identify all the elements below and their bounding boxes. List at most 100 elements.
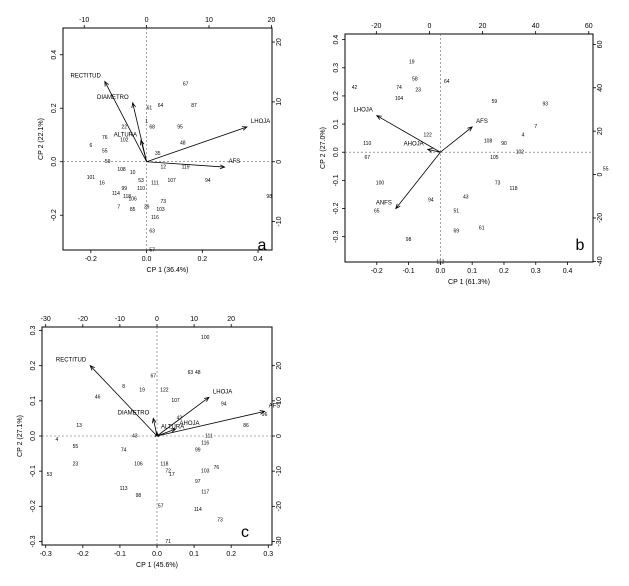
- observation-label: 67: [151, 374, 157, 380]
- observation-label: 23: [73, 461, 79, 467]
- observation-label: 86: [243, 423, 249, 429]
- observation-label: 7: [534, 124, 537, 130]
- variable-label: DIAMETRO: [118, 410, 150, 416]
- y-tick-label: 0.3: [30, 326, 37, 336]
- x-tick-label: -0.2: [371, 268, 383, 275]
- observation-label: 64: [158, 103, 164, 109]
- observation-label: 43: [132, 433, 138, 439]
- right-tick-label: 40: [597, 84, 604, 92]
- variable-label: LHOJA: [213, 389, 232, 395]
- plot-frame: [344, 33, 594, 263]
- observation-label: 23: [415, 88, 421, 94]
- loading-arrow: [156, 410, 265, 437]
- observation-label: 94: [221, 402, 227, 408]
- observation-label: 113: [120, 486, 128, 492]
- observation-label: 108: [484, 138, 493, 144]
- y-axis-label: CP 2 (27.1%): [17, 415, 24, 457]
- observation-label: 119: [182, 164, 190, 170]
- x-tick-label: 0.2: [499, 268, 509, 275]
- y-tick-label: -0.3: [333, 231, 340, 243]
- top-tick-label: 20: [479, 23, 487, 30]
- observation-label: 53: [138, 178, 144, 184]
- observation-label: 42: [176, 416, 182, 422]
- right-tick-label: 60: [597, 40, 604, 48]
- observation-label: 69: [454, 228, 460, 234]
- observation-label: 76: [214, 465, 220, 471]
- observation-label: 68: [149, 124, 155, 130]
- observation-label: 53: [47, 472, 53, 478]
- observation-label: 100: [376, 181, 385, 187]
- right-tick-label: 20: [276, 38, 283, 46]
- loading-arrow: [89, 365, 158, 437]
- y-axis-label: CP 2 (22.1%): [38, 118, 45, 160]
- observation-label: 100: [201, 335, 210, 341]
- observation-label: 1: [145, 119, 148, 125]
- observation-label: 102: [120, 138, 129, 144]
- observation-label: 51: [454, 209, 460, 215]
- top-tick-label: 20: [227, 316, 235, 323]
- observation-label: 74: [121, 447, 127, 453]
- right-tick-label: -20: [597, 213, 604, 223]
- top-tick-label: 20: [267, 17, 275, 24]
- y-tick-label: -0.1: [333, 174, 340, 186]
- y-tick-label: 0.4: [51, 50, 58, 60]
- top-tick-label: 40: [532, 23, 540, 30]
- arrow-head: [89, 364, 95, 371]
- observation-label: 55: [73, 444, 79, 450]
- loading-arrow: [146, 161, 225, 168]
- observation-label: 63: [149, 229, 155, 235]
- observation-label: 10: [130, 170, 136, 176]
- top-tick-label: -10: [79, 17, 89, 24]
- y-tick-label: -0.1: [30, 465, 37, 477]
- right-tick-label: 0: [276, 160, 283, 164]
- observation-label: 118: [510, 186, 518, 192]
- observation-label: 103: [201, 468, 210, 474]
- observation-label: 122: [160, 388, 169, 394]
- observation-label: 12: [161, 164, 167, 170]
- observation-label: 71: [165, 539, 171, 545]
- observation-label: 7: [117, 205, 120, 211]
- observation-label: 98: [406, 237, 412, 243]
- y-tick-label: 0.4: [333, 35, 340, 45]
- y-tick-label: -0.2: [30, 500, 37, 512]
- observation-label: 17: [169, 472, 175, 478]
- observation-label: 72: [165, 468, 171, 474]
- observation-label: 61: [147, 106, 153, 112]
- arrow-head: [139, 139, 145, 146]
- top-tick-label: 0: [155, 316, 159, 323]
- observation-label: 67: [364, 155, 370, 161]
- arrow-head: [154, 431, 160, 438]
- right-tick-label: -10: [276, 216, 283, 226]
- observation-label: 95: [177, 124, 183, 130]
- observation-label: 101: [87, 175, 96, 181]
- observation-label: 111: [151, 180, 159, 186]
- observation-label: 108: [117, 167, 126, 173]
- loading-arrow: [140, 140, 147, 162]
- observation-label: 102: [516, 150, 525, 156]
- observation-label: 58: [412, 76, 418, 82]
- x-tick-label: 0.3: [531, 268, 541, 275]
- observation-label: 67: [183, 81, 189, 87]
- observation-label: 104: [395, 96, 404, 102]
- observation-label: 42: [352, 85, 358, 91]
- x-tick-label: 0.4: [253, 256, 263, 263]
- x-tick-label: 0.4: [563, 268, 573, 275]
- panel-letter: b: [576, 237, 585, 254]
- observation-label: 85: [130, 207, 136, 213]
- arrow-head: [259, 410, 266, 415]
- observation-label: 57: [149, 247, 155, 253]
- observation-label: 93: [543, 102, 549, 108]
- right-tick-label: 0: [597, 173, 604, 177]
- observation-label: 103: [156, 207, 165, 213]
- y-axis-label: CP 2 (27.0%): [320, 127, 327, 169]
- observation-label: 116: [151, 215, 159, 221]
- observation-label: 99: [195, 447, 201, 453]
- loading-arrow: [395, 151, 441, 209]
- loading-arrow: [156, 397, 210, 437]
- top-tick-label: 10: [205, 17, 213, 24]
- observation-label: 4: [522, 133, 525, 139]
- observation-label: 117: [201, 490, 209, 496]
- right-tick-label: -10: [276, 466, 283, 476]
- right-tick-label: -30: [276, 536, 283, 546]
